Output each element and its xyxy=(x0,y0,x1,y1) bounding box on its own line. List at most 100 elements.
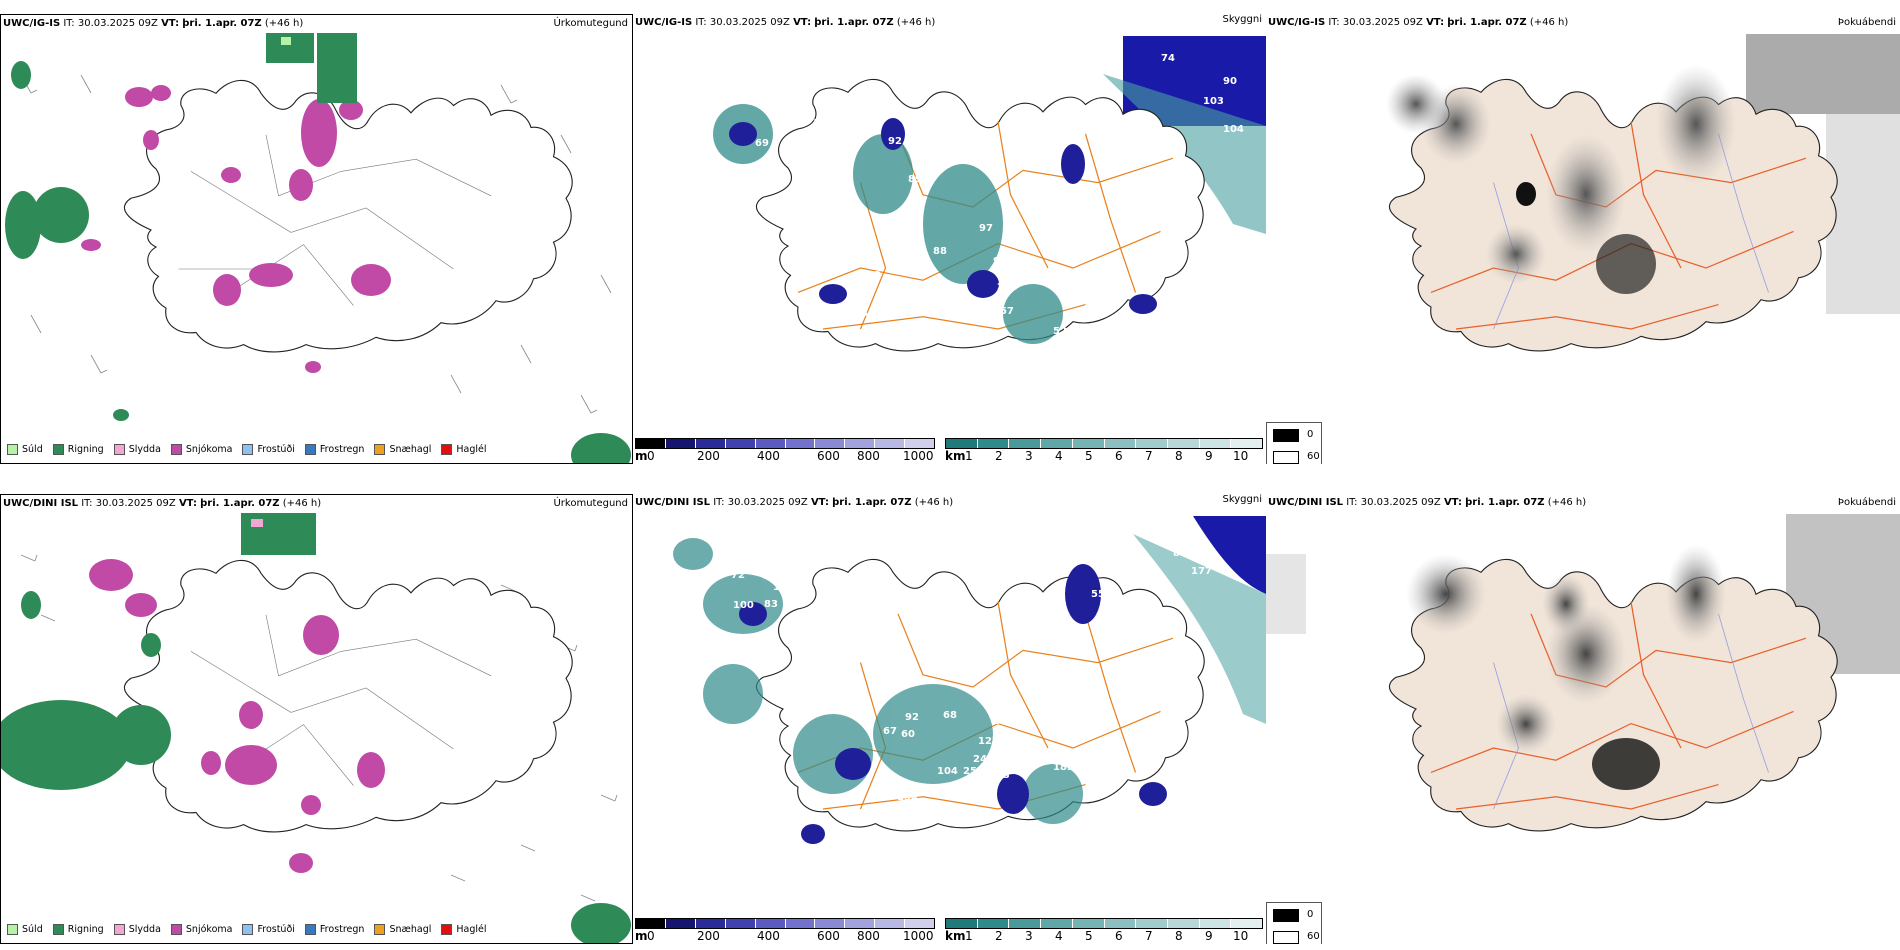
svg-text:103: 103 xyxy=(1203,96,1224,107)
svg-text:67: 67 xyxy=(883,726,897,737)
svg-text:95: 95 xyxy=(879,296,893,307)
visibility-tick: 1 xyxy=(965,449,973,463)
svg-text:71: 71 xyxy=(1101,620,1115,631)
svg-text:104: 104 xyxy=(881,510,902,521)
panel-header: UWC/IG-IS IT: 30.03.2025 09Z VT: þri. 1.… xyxy=(3,18,304,29)
ceiling-tick: 200 xyxy=(697,449,720,463)
svg-text:112: 112 xyxy=(933,832,954,843)
fog-greys xyxy=(1386,64,1736,294)
panel-header: UWC/DINI ISL IT: 30.03.2025 09Z VT: þri.… xyxy=(1268,497,1587,508)
svg-text:81: 81 xyxy=(933,870,947,881)
visibility-tick: 4 xyxy=(1055,929,1063,943)
precip-type-panel-row1: UWC/IG-IS IT: 30.03.2025 09Z VT: þri. 1.… xyxy=(0,14,633,464)
ceiling-blue xyxy=(739,564,1167,844)
svg-text:131: 131 xyxy=(763,46,784,57)
svg-text:120: 120 xyxy=(813,118,834,129)
ceiling-tick: 800 xyxy=(857,929,880,943)
legend-item: Slydda xyxy=(113,924,161,935)
svg-text:173: 173 xyxy=(989,770,1010,781)
svg-text:183: 183 xyxy=(1053,762,1074,773)
snow-areas xyxy=(81,85,391,373)
visibility-tick: 5 xyxy=(1085,929,1093,943)
svg-text:97: 97 xyxy=(1078,91,1092,102)
svg-text:52: 52 xyxy=(1053,326,1067,337)
precip-legend: Súld Rigning Slydda Snjókoma Frostúði Fr… xyxy=(7,924,487,935)
visibility-tick: 2 xyxy=(995,929,1003,943)
legend-item: Frostregn xyxy=(304,924,364,935)
visibility-tick: 10 xyxy=(1233,929,1249,943)
svg-text:177: 177 xyxy=(1191,566,1212,577)
svg-text:83: 83 xyxy=(1123,626,1137,637)
fog-map xyxy=(1266,514,1900,832)
visibility-tick: 2 xyxy=(995,449,1003,463)
svg-text:133: 133 xyxy=(773,582,794,593)
svg-text:157: 157 xyxy=(993,306,1014,317)
svg-text:149: 149 xyxy=(1005,266,1026,277)
visibility-map: 104 137 94 86 177 72 133 100 83 130 66 5… xyxy=(673,510,1266,881)
svg-text:75: 75 xyxy=(995,716,1009,727)
visibility-tick: 7 xyxy=(1145,449,1153,463)
visibility-tick: 10 xyxy=(1233,449,1249,463)
fog-panel-row1: UWC/IG-IS IT: 30.03.2025 09Z VT: þri. 1.… xyxy=(1266,14,1900,464)
panel-title: Skyggni xyxy=(1222,14,1262,25)
visibility-labels: 104 137 94 86 177 72 133 100 83 130 66 5… xyxy=(731,510,1212,881)
legend-item: Snjókoma xyxy=(170,444,232,455)
svg-text:69: 69 xyxy=(755,138,769,149)
visibility-tick: 8 xyxy=(1175,929,1183,943)
svg-text:88: 88 xyxy=(933,246,947,257)
fog-key-label: 60 xyxy=(1307,931,1320,942)
legend-item: Rigning xyxy=(52,924,104,935)
panel-title: Úrkomutegund xyxy=(553,18,628,29)
svg-text:83: 83 xyxy=(764,599,778,610)
legend-item: Snæhagl xyxy=(374,924,431,935)
svg-text:89: 89 xyxy=(908,174,922,185)
svg-text:80: 80 xyxy=(861,308,875,319)
visibility-tick: 7 xyxy=(1145,929,1153,943)
svg-text:97: 97 xyxy=(979,223,993,234)
ceiling-tick: 0 xyxy=(647,449,655,463)
svg-text:66: 66 xyxy=(958,630,972,641)
ceiling-tick: 800 xyxy=(857,449,880,463)
svg-text:231: 231 xyxy=(933,296,954,307)
visibility-unit: km xyxy=(945,449,966,463)
visibility-tick: 1 xyxy=(965,929,973,943)
legend-item: Snæhagl xyxy=(374,444,431,455)
ceiling-colorbar xyxy=(635,918,935,929)
legend-item: Súld xyxy=(7,924,43,935)
precip-legend: Súld Rigning Slydda Snjókoma Frostúði Fr… xyxy=(7,444,487,455)
ceiling-tick: 1000 xyxy=(903,449,934,463)
svg-text:104: 104 xyxy=(937,766,958,777)
fog-key: 0 60 xyxy=(1266,422,1322,464)
svg-text:247: 247 xyxy=(973,754,994,765)
visibility-tick: 3 xyxy=(1025,449,1033,463)
panel-header: UWC/IG-IS IT: 30.03.2025 09Z VT: þri. 1.… xyxy=(1268,17,1569,28)
svg-text:72: 72 xyxy=(731,570,745,581)
precip-map xyxy=(1,513,631,943)
rain-areas xyxy=(1,513,631,943)
ceiling-tick: 400 xyxy=(757,929,780,943)
fog-key-label: 0 xyxy=(1307,429,1314,440)
legend-item: Frostúði xyxy=(242,924,295,935)
fog-key-swatch xyxy=(1273,451,1299,464)
ceiling-blue xyxy=(729,118,1157,314)
ceiling-tick: 600 xyxy=(817,449,840,463)
visibility-tick: 3 xyxy=(1025,929,1033,943)
visibility-colorbar xyxy=(945,918,1263,929)
svg-text:137: 137 xyxy=(1148,514,1169,525)
ceiling-colorbar xyxy=(635,438,935,449)
visibility-panel-row1: UWC/IG-IS IT: 30.03.2025 09Z VT: þri. 1.… xyxy=(633,14,1266,464)
svg-text:68: 68 xyxy=(943,710,957,721)
visibility-teal xyxy=(673,538,1083,824)
svg-text:74: 74 xyxy=(1161,53,1175,64)
ceiling-tick: 400 xyxy=(757,449,780,463)
panel-title: Skyggni xyxy=(1222,494,1262,505)
svg-text:82: 82 xyxy=(933,388,947,399)
ceiling-tick: 1000 xyxy=(903,929,934,943)
svg-text:285: 285 xyxy=(997,282,1018,293)
visibility-tick: 6 xyxy=(1115,449,1123,463)
svg-text:60: 60 xyxy=(901,729,915,740)
svg-text:130: 130 xyxy=(895,602,916,613)
ceiling-unit: m xyxy=(635,449,648,463)
legend-item: Súld xyxy=(7,444,43,455)
legend-item: Haglél xyxy=(441,444,487,455)
